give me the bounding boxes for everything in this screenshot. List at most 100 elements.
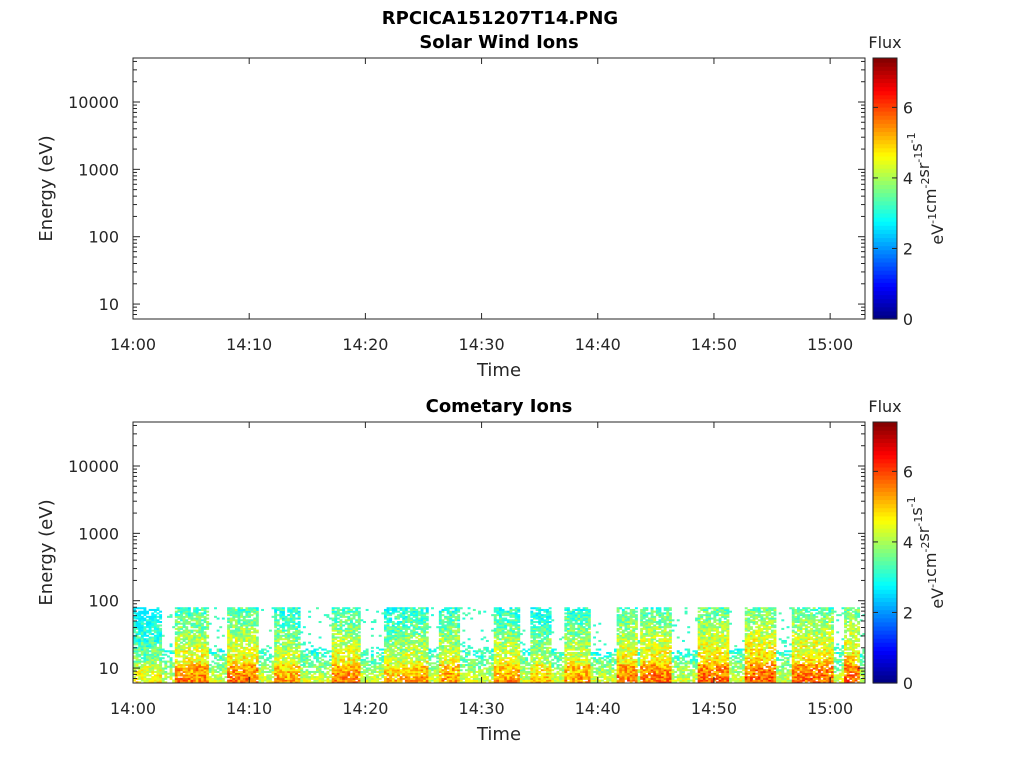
spectrogram-cell (449, 614, 453, 617)
spectrogram-cell (446, 648, 450, 651)
spectrogram-cell (232, 617, 236, 620)
spectrogram-cell (525, 660, 529, 663)
spectrogram-cell (457, 670, 461, 673)
spectrogram-cell (546, 608, 549, 611)
spectrogram-cell (211, 681, 215, 684)
spectrogram-cell (274, 660, 278, 663)
spectrogram-cell (146, 674, 149, 677)
spectrogram-cell (459, 672, 463, 675)
spectrogram-cell (334, 633, 338, 636)
spectrogram-cell (478, 672, 481, 675)
spectrogram-cell (342, 652, 346, 655)
spectrogram-cell (517, 653, 521, 656)
spectrogram-cell (190, 639, 194, 642)
spectrogram-cell (268, 653, 272, 656)
spectrogram-cell (159, 665, 163, 668)
spectrogram-cell (258, 664, 262, 667)
spectrogram-cell (203, 631, 207, 634)
spectrogram-cell (284, 615, 288, 618)
spectrogram-cell (159, 645, 163, 648)
spectrogram-cell (420, 639, 424, 642)
spectrogram-cell (229, 657, 233, 660)
spectrogram-cell (245, 619, 249, 622)
spectrogram-cell (420, 658, 424, 661)
spectrogram-cell (287, 627, 291, 630)
spectrogram-cell (506, 641, 510, 644)
spectrogram-cell (250, 626, 254, 629)
spectrogram-cell (274, 669, 278, 672)
spectrogram-cell (143, 665, 147, 668)
spectrogram-cell (146, 612, 149, 615)
spectrogram-cell (522, 648, 526, 651)
spectrogram-cell (420, 667, 424, 670)
spectrogram-cell (412, 614, 416, 617)
spectrogram-cell (352, 607, 356, 610)
spectrogram-cell (501, 679, 505, 682)
spectrogram-cell (412, 664, 416, 667)
spectrogram-cell (203, 679, 207, 682)
spectrogram-cell (208, 664, 212, 667)
spectrogram-cell (177, 650, 181, 653)
spectrogram-cell (410, 652, 414, 655)
spectrogram-cell (295, 648, 298, 651)
spectrogram-cell (410, 677, 414, 680)
spectrogram-cell (472, 676, 476, 679)
spectrogram-cell (146, 631, 149, 634)
spectrogram-cell (438, 619, 442, 622)
spectrogram-cell (465, 648, 468, 651)
spectrogram-cell (195, 631, 199, 634)
spectrogram-cell (496, 626, 500, 629)
spectrogram-cell (227, 650, 231, 653)
spectrogram-cell (279, 636, 283, 639)
spectrogram-cell (133, 662, 136, 665)
spectrogram-cell (274, 622, 278, 625)
spectrogram-cell (153, 610, 157, 613)
spectrogram-cell (462, 641, 466, 644)
spectrogram-cell (255, 615, 259, 618)
spectrogram-cell (514, 636, 518, 639)
spectrogram-cell (352, 674, 356, 677)
spectrogram-cell (287, 608, 291, 611)
spectrogram-cell (478, 665, 481, 668)
spectrogram-cell (410, 662, 414, 665)
spectrogram-cell (530, 614, 534, 617)
spectrogram-cell (313, 670, 317, 673)
spectrogram-cell (336, 677, 340, 680)
spectrogram-cell (263, 677, 267, 680)
spectrogram-cell (394, 646, 398, 649)
spectrogram-cell (352, 622, 356, 625)
spectrogram-cell (386, 662, 390, 665)
spectrogram-cell (376, 610, 380, 613)
spectrogram-cell (245, 660, 249, 663)
spectrogram-cell (394, 608, 398, 611)
spectrogram-cell (193, 660, 197, 663)
spectrogram-cell (512, 645, 515, 648)
colorbar-units-exponent: -1 (912, 152, 925, 163)
spectrogram-cell (412, 608, 416, 611)
spectrogram-cell (316, 660, 319, 663)
spectrogram-cell (441, 610, 445, 613)
spectrogram-cell (292, 607, 296, 610)
spectrogram-cell (402, 652, 406, 655)
spectrogram-cell (412, 624, 416, 627)
spectrogram-cell (509, 662, 513, 665)
spectrogram-cell (208, 652, 212, 655)
spectrogram-cell (268, 674, 272, 677)
spectrogram-cell (402, 607, 406, 610)
spectrogram-cell (499, 672, 502, 675)
spectrogram-cell (140, 657, 144, 660)
spectrogram-cell (514, 608, 518, 611)
spectrogram-cell (276, 665, 280, 668)
spectrogram-cell (289, 672, 293, 675)
spectrogram-cell (509, 633, 513, 636)
spectrogram-cell (143, 626, 147, 629)
spectrogram-cell (415, 670, 419, 673)
spectrogram-cell (284, 667, 288, 670)
spectrogram-cell (336, 676, 340, 679)
spectrogram-cell (248, 634, 251, 637)
spectrogram-cell (274, 608, 278, 611)
spectrogram-cell (185, 626, 189, 629)
spectrogram-cell (211, 653, 215, 656)
spectrogram-cell (195, 650, 199, 653)
spectrogram-cell (383, 627, 387, 630)
